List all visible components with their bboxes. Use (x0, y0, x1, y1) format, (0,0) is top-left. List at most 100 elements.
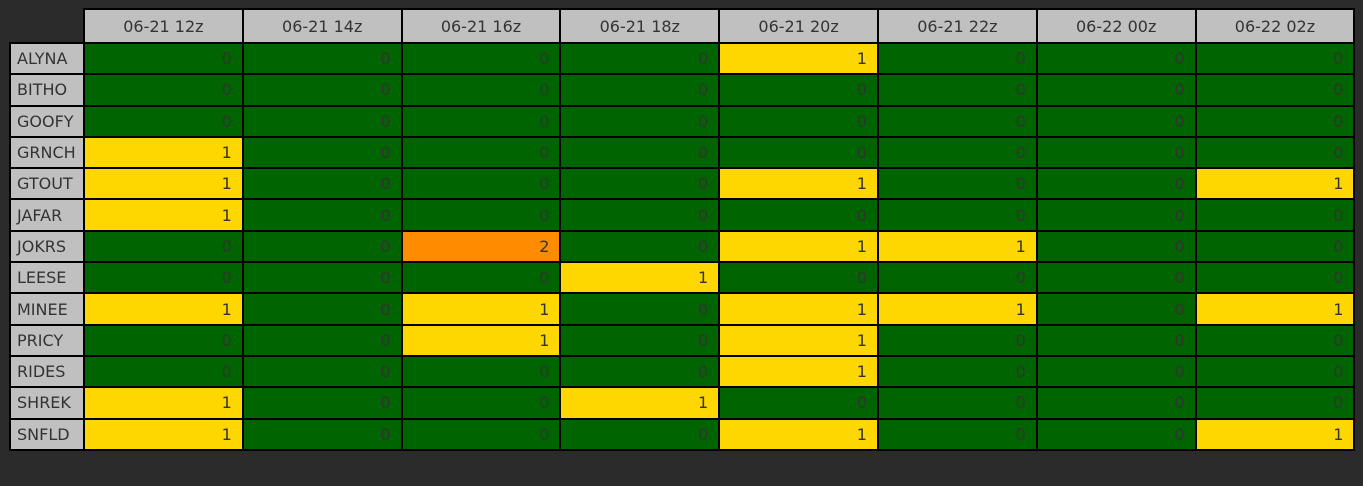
table-row: PRICY 0 0 1 0 1 0 0 0 (9, 323, 1356, 357)
column-header: 06-21 16z (400, 8, 562, 44)
grid-cell: 0 (876, 386, 1038, 420)
grid-cell: 0 (1194, 41, 1356, 76)
grid-cell: 0 (1035, 261, 1197, 295)
row-header: SHREK (9, 386, 85, 420)
column-header: 06-22 02z (1194, 8, 1356, 44)
grid-cell: 0 (559, 73, 721, 107)
grid-cell: 1 (718, 167, 879, 201)
grid-cell: 1 (718, 292, 879, 326)
grid-cell: 0 (718, 135, 879, 170)
grid-cell: 0 (876, 167, 1038, 201)
grid-cell: 0 (400, 198, 562, 232)
grid-cell: 0 (400, 167, 562, 201)
grid-cell: 0 (1194, 354, 1356, 389)
grid-cell: 0 (400, 73, 562, 107)
grid-cell: 0 (241, 323, 403, 357)
grid-cell: 0 (1035, 229, 1197, 264)
grid-cell: 1 (83, 386, 244, 420)
grid-cell: 0 (1194, 229, 1356, 264)
grid-cell: 0 (559, 135, 721, 170)
grid-cell: 0 (241, 135, 403, 170)
grid-cell: 1 (718, 323, 879, 357)
row-header: JAFAR (9, 198, 85, 232)
table-row: BITHO 0 0 0 0 0 0 0 0 (9, 73, 1356, 107)
grid-cell: 0 (241, 198, 403, 232)
grid-cell: 0 (1194, 386, 1356, 420)
grid-cell: 0 (1194, 104, 1356, 138)
grid-cell: 0 (400, 41, 562, 76)
grid-cell: 0 (1035, 354, 1197, 389)
grid-cell: 0 (83, 354, 244, 389)
grid-cell: 1 (83, 135, 244, 170)
grid-cell: 0 (400, 104, 562, 138)
grid-cell: 1 (718, 229, 879, 264)
grid-cell: 1 (718, 417, 879, 451)
grid-cell: 1 (1194, 167, 1356, 201)
grid-cell: 1 (718, 41, 879, 76)
header-row: 06-21 12z 06-21 14z 06-21 16z 06-21 18z … (10, 8, 1356, 44)
grid-cell: 0 (559, 229, 721, 264)
grid-cell: 0 (559, 104, 721, 138)
grid-cell: 0 (876, 135, 1038, 170)
table-row: GTOUT 1 0 0 0 1 0 0 1 (9, 167, 1356, 201)
grid-cell: 0 (241, 292, 403, 326)
grid-cell: 1 (1194, 292, 1356, 326)
grid-cell: 0 (241, 41, 403, 76)
grid-body: ALYNA 0 0 0 0 1 0 0 0 BITHO 0 0 0 0 0 0 0 0 GOOFY 0 0 0 0 0 0 0 0 G… (9, 41, 1356, 451)
grid-cell: 1 (1194, 417, 1356, 451)
row-header: SNFLD (9, 417, 85, 451)
row-header: GRNCH (9, 135, 85, 170)
grid-cell: 0 (1035, 104, 1197, 138)
grid-cell: 0 (241, 167, 403, 201)
grid-cell: 0 (83, 323, 244, 357)
row-header: JOKRS (9, 229, 85, 264)
grid-cell: 0 (241, 104, 403, 138)
table-row: GRNCH 1 0 0 0 0 0 0 0 (9, 135, 1356, 170)
table-row: GOOFY 0 0 0 0 0 0 0 0 (9, 104, 1356, 138)
grid-cell: 0 (1194, 261, 1356, 295)
row-header: RIDES (9, 354, 85, 389)
grid-cell: 0 (876, 323, 1038, 357)
grid-cell: 1 (559, 261, 721, 295)
column-header: 06-21 12z (83, 8, 244, 44)
grid-cell: 0 (876, 41, 1038, 76)
table-row: SHREK 1 0 0 1 0 0 0 0 (9, 386, 1356, 420)
table-row: SNFLD 1 0 0 0 1 0 0 1 (9, 417, 1356, 451)
grid-cell: 0 (1194, 198, 1356, 232)
table-row: MINEE 1 0 1 0 1 1 0 1 (9, 292, 1356, 326)
grid-cell: 0 (559, 323, 721, 357)
grid-cell: 0 (400, 354, 562, 389)
grid-cell: 0 (876, 104, 1038, 138)
grid-cell: 0 (83, 261, 244, 295)
corner-cell (10, 9, 84, 43)
grid-cell: 0 (718, 104, 879, 138)
grid-cell: 0 (718, 73, 879, 107)
grid-cell: 1 (83, 417, 244, 451)
grid-cell: 1 (559, 386, 721, 420)
fix-count-grid: 06-21 12z 06-21 14z 06-21 16z 06-21 18z … (9, 8, 1356, 451)
grid-cell: 0 (1194, 323, 1356, 357)
row-header: GOOFY (9, 104, 85, 138)
table-row: JOKRS 0 0 2 0 1 1 0 0 (9, 229, 1356, 264)
grid-cell: 0 (1035, 73, 1197, 107)
grid-cell: 1 (876, 229, 1038, 264)
row-header: MINEE (9, 292, 85, 326)
grid-cell: 0 (559, 41, 721, 76)
grid-cell: 1 (400, 292, 562, 326)
grid-cell: 0 (241, 73, 403, 107)
grid-cell: 0 (1035, 386, 1197, 420)
grid-cell: 0 (1035, 135, 1197, 170)
grid-cell: 0 (83, 104, 244, 138)
grid-cell: 0 (83, 41, 244, 76)
column-header: 06-21 18z (559, 8, 721, 44)
table-row: RIDES 0 0 0 0 1 0 0 0 (9, 354, 1356, 389)
grid-cell: 2 (400, 229, 562, 264)
grid-cell: 0 (241, 386, 403, 420)
row-header: LEESE (9, 261, 85, 295)
row-header: BITHO (9, 73, 85, 107)
grid-cell: 0 (1194, 73, 1356, 107)
column-header: 06-22 00z (1035, 8, 1197, 44)
grid-cell: 0 (559, 354, 721, 389)
fix-count-table: 06-21 12z 06-21 14z 06-21 16z 06-21 18z … (9, 8, 1356, 451)
grid-cell: 1 (83, 167, 244, 201)
